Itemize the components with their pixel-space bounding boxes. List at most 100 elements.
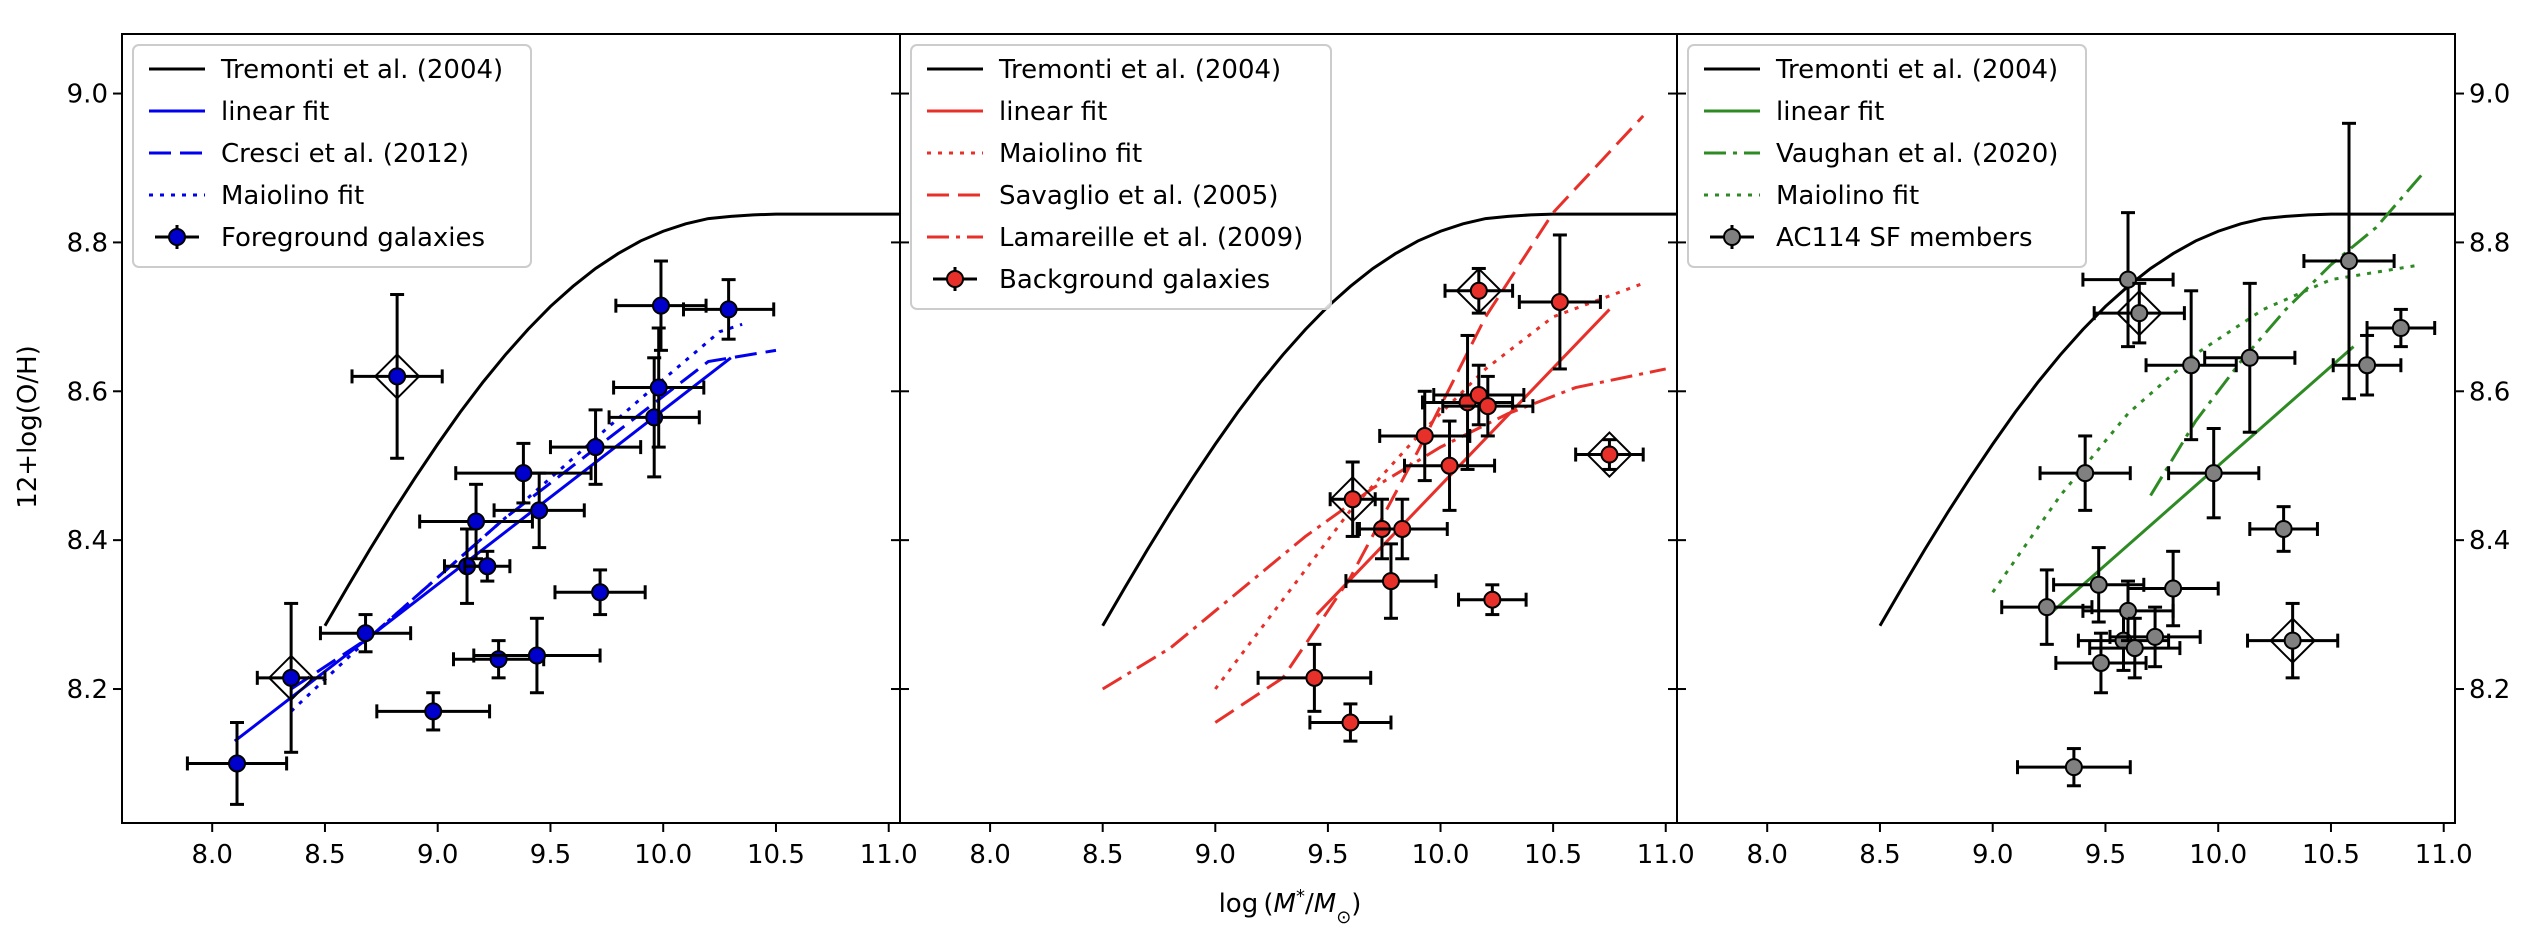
data-point <box>2016 747 2132 788</box>
plot-area <box>1101 114 1677 743</box>
data-marker <box>527 646 546 665</box>
legend-handle-marker <box>946 270 964 288</box>
data-marker <box>2358 356 2377 375</box>
tremonti-line <box>1878 212 2455 627</box>
legend-label: Savaglio et al. (2005) <box>999 181 1278 211</box>
x-tick-label: 11.0 <box>860 840 918 870</box>
data-marker <box>478 557 497 576</box>
data-marker <box>2146 627 2165 646</box>
data-marker <box>719 300 738 319</box>
legend-label: Vaughan et al. (2020) <box>1776 139 2058 169</box>
y-tick-label: 8.8 <box>67 228 108 258</box>
legend: Tremonti et al. (2004) linear fit Cresci e… <box>132 44 532 268</box>
data-point <box>682 278 776 341</box>
data-point <box>2302 121 2396 401</box>
data-marker <box>2130 304 2149 323</box>
data-marker <box>2182 356 2201 375</box>
x-tick-label: 9.0 <box>1972 840 2013 870</box>
x-tick-label: 10.0 <box>1412 840 1470 870</box>
data-marker <box>2119 270 2138 289</box>
data-point <box>2248 505 2319 553</box>
data-point <box>1574 431 1645 478</box>
fit-line-vaughan-et-al-2020 <box>2149 174 2423 497</box>
legend-label: AC114 SF members <box>1776 223 2032 253</box>
legend-label: Tremonti et al. (2004) <box>1775 55 2058 85</box>
y-tick-label: 8.8 <box>2469 228 2510 258</box>
data-point <box>614 259 708 352</box>
data-marker <box>2119 601 2138 620</box>
legend: Tremonti et al. (2004) linear fit Maiolino… <box>910 44 1332 310</box>
data-marker <box>2391 319 2410 338</box>
data-point <box>454 441 593 505</box>
legend-label: Maiolino fit <box>221 181 364 211</box>
data-point <box>2054 631 2148 695</box>
legend-label: Background galaxies <box>999 265 1270 295</box>
data-point <box>2081 211 2175 349</box>
data-point <box>607 356 701 479</box>
y-tick-label: 8.6 <box>2469 377 2510 407</box>
data-marker <box>388 367 407 386</box>
legend-label: linear fit <box>999 97 1107 127</box>
data-point <box>1457 583 1528 617</box>
x-tick-label: 10.5 <box>747 840 805 870</box>
data-point <box>418 482 534 561</box>
x-tick-label: 10.5 <box>1524 840 1582 870</box>
legend-frame <box>910 44 1332 310</box>
fit-line-maiolino-fit <box>1214 281 1644 690</box>
x-tick-label: 9.5 <box>530 840 571 870</box>
data-point <box>2144 289 2238 442</box>
y-tick-label: 8.2 <box>2469 675 2510 705</box>
data-point <box>1328 460 1377 538</box>
data-point <box>492 471 586 550</box>
data-point <box>2000 568 2094 646</box>
data-point <box>2038 434 2132 512</box>
x-tick-label: 8.0 <box>192 840 233 870</box>
data-point <box>185 721 289 806</box>
highlight-diamond <box>1586 431 1633 478</box>
data-marker <box>1440 456 1459 475</box>
x-tick-label: 9.5 <box>2085 840 2126 870</box>
x-axis-label: log (M*/M⊙) <box>1219 886 1362 928</box>
data-marker <box>2283 631 2302 650</box>
data-point <box>2126 549 2220 628</box>
data-marker <box>1469 281 1488 300</box>
data-point <box>2203 281 2297 434</box>
data-point <box>2167 427 2261 520</box>
highlight-diamond <box>373 352 421 400</box>
legend-label: Tremonti et al. (2004) <box>998 55 1281 85</box>
data-marker <box>651 296 670 315</box>
data-point <box>2088 616 2182 680</box>
data-point <box>548 408 643 486</box>
legend-handle-marker <box>1723 228 1741 246</box>
x-tick-label: 10.5 <box>2302 840 2360 870</box>
data-point <box>318 613 413 654</box>
y-tick-label: 9.0 <box>67 80 108 110</box>
data-point <box>1344 542 1438 620</box>
y-tick-label: 8.4 <box>67 526 108 556</box>
data-marker <box>1381 572 1400 591</box>
data-marker <box>356 624 375 643</box>
highlight-diamond <box>2269 617 2317 665</box>
data-point <box>255 601 327 754</box>
data-point <box>472 616 602 695</box>
data-marker <box>2076 464 2095 483</box>
legend-label: Tremonti et al. (2004) <box>220 55 503 85</box>
panel-background: 8.0 8.5 9.0 9.5 10.0 10.5 11.0 Tremonti et al. … <box>899 33 1695 870</box>
data-marker <box>591 583 610 602</box>
legend-label: Cresci et al. (2012) <box>221 139 469 169</box>
data-marker <box>2091 653 2110 672</box>
highlight-diamond <box>267 654 315 702</box>
x-tick-label: 8.0 <box>969 840 1010 870</box>
data-marker <box>530 501 549 520</box>
data-marker <box>1341 713 1360 732</box>
highlight-diamond <box>1329 475 1377 523</box>
x-tick-label: 9.0 <box>1195 840 1236 870</box>
y-tick-label: 8.2 <box>67 675 108 705</box>
data-point <box>2331 333 2403 397</box>
data-marker <box>586 438 605 457</box>
highlight-diamond <box>1455 267 1503 315</box>
data-marker <box>282 668 301 687</box>
data-point <box>1441 374 1535 438</box>
x-tick-label: 8.5 <box>304 840 345 870</box>
